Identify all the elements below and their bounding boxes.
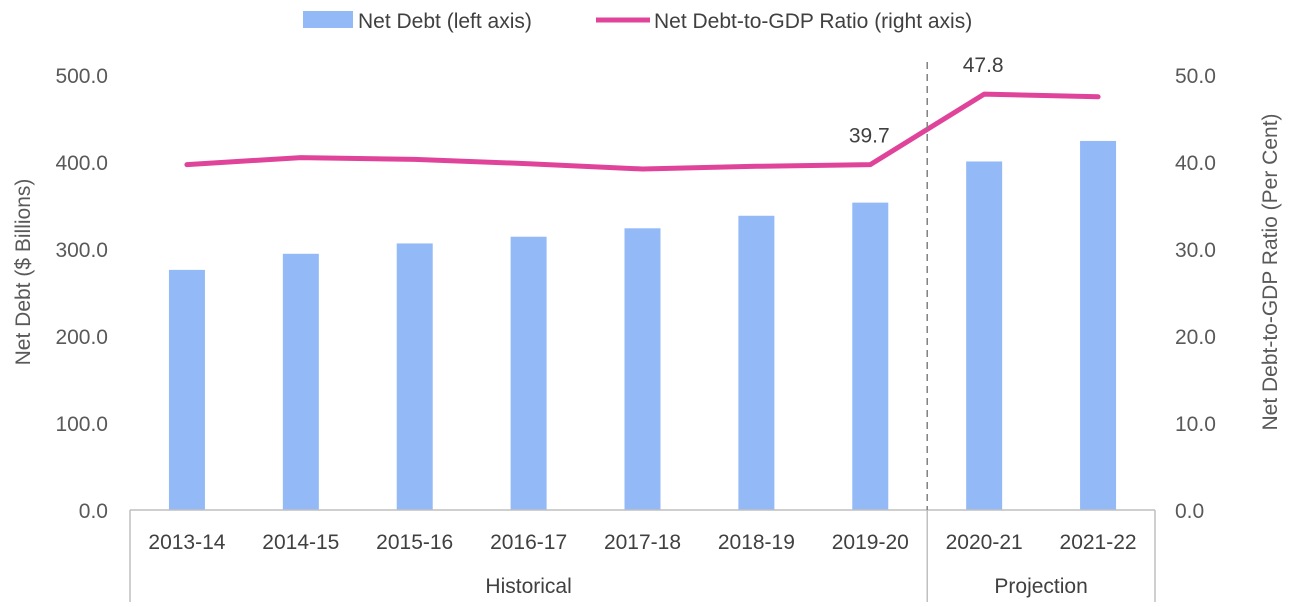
category-label: 2015-16 [376,531,453,554]
category-label: 2018-19 [718,531,795,554]
bar-2021-22 [1080,140,1117,511]
line-series [184,91,1101,172]
ratio-data-label: 39.7 [849,125,890,148]
left-tick-label: 400.0 [55,152,108,175]
left-tick-label: 500.0 [55,65,108,88]
bar-2013-14 [168,269,205,510]
category-label: 2020-21 [946,531,1023,554]
right-tick-label: 50.0 [1175,65,1216,88]
category-axis [129,62,1156,602]
left-tick-label: 300.0 [55,239,108,262]
legend-label-net-debt: Net Debt (left axis) [358,10,532,33]
bar-2014-15 [282,253,319,510]
bar-2018-19 [738,215,775,511]
bar-2016-17 [510,236,547,510]
right-tick-label: 10.0 [1175,413,1216,436]
right-tick-label: 30.0 [1175,239,1216,262]
bar-2020-21 [966,161,1003,510]
bar-2019-20 [852,202,889,510]
left-tick-label: 200.0 [55,326,108,349]
category-label: 2014-15 [262,531,339,554]
ratio-line [184,91,1101,172]
right-axis-title: Net Debt-to-GDP Ratio (Per Cent) [1259,113,1282,430]
group-label-1: Projection [994,575,1087,598]
right-tick-label: 20.0 [1175,326,1216,349]
left-tick-label: 100.0 [55,413,108,436]
left-axis-title: Net Debt ($ Billions) [12,179,35,366]
legend-label-ratio: Net Debt-to-GDP Ratio (right axis) [654,10,972,33]
right-tick-label: 0.0 [1175,500,1204,523]
left-axis-ticks: 0.0 100.0 200.0 300.0 400.0 500.0 [55,65,108,523]
bar-2017-18 [624,228,661,510]
category-labels: 2013-14 2014-15 2015-16 2016-17 2017-18 2018-… [148,531,1136,554]
legend: Net Debt (left axis) Net Debt-to-GDP Rat… [303,10,972,33]
right-axis-ticks: 0.0 10.0 20.0 30.0 40.0 50.0 [1175,65,1216,523]
category-label: 2019-20 [832,531,909,554]
left-tick-label: 0.0 [79,500,108,523]
group-label-0: Historical [485,575,571,598]
group-labels: Historical Projection [485,575,1087,598]
data-labels: 39.7 47.8 [849,54,1004,147]
category-label: 2013-14 [148,531,225,554]
right-tick-label: 40.0 [1175,152,1216,175]
category-label: 2021-22 [1060,531,1137,554]
ratio-data-label: 47.8 [963,54,1004,77]
bar-series [168,140,1117,511]
category-label: 2016-17 [490,531,567,554]
legend-swatch-net-debt [303,11,353,28]
category-label: 2017-18 [604,531,681,554]
bar-2015-16 [396,243,433,510]
